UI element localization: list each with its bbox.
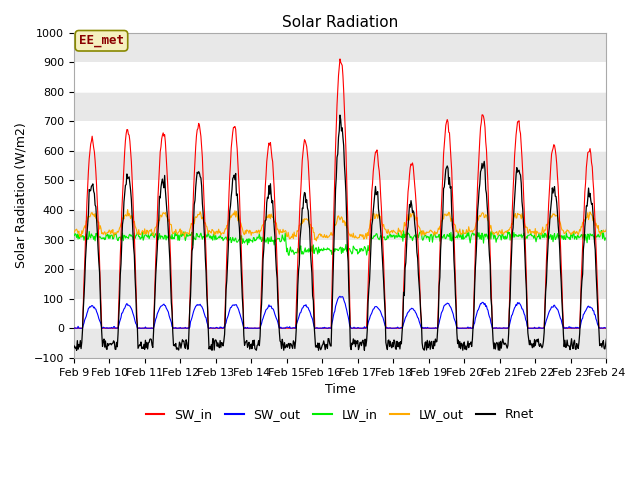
LW_out [555,219,563,225]
SW_out [332,303,339,309]
Line: SW_out: SW_out [74,296,606,328]
LW_out [70,230,77,236]
Bar [74,92,606,121]
Rnet [336,112,344,118]
Bar [74,33,606,62]
SW_out [210,325,218,331]
SW_out [554,308,562,314]
LW_out [188,220,195,226]
SW_in [436,227,444,233]
Rnet [332,187,339,192]
Title: Solar Radiation: Solar Radiation [282,15,398,30]
LW_out [438,218,445,224]
LW_out [333,218,341,224]
LW_in [332,247,340,252]
Bar [74,151,606,180]
LW_in [285,252,292,258]
SW_in [602,325,610,331]
SW_in [70,325,77,331]
Bar [74,269,606,299]
LW_in [210,231,218,237]
LW_in [70,232,77,238]
Rnet [210,336,218,342]
Line: LW_out: LW_out [74,210,606,241]
LW_out [312,238,320,244]
Y-axis label: Solar Radiation (W/m2): Solar Radiation (W/m2) [15,122,28,268]
Line: SW_in: SW_in [74,59,606,328]
Rnet [384,337,392,343]
SW_in [384,325,392,331]
X-axis label: Time: Time [324,383,355,396]
Rnet [187,293,195,299]
LW_in [384,235,392,241]
SW_out [70,325,77,331]
SW_in [210,325,218,331]
LW_out [211,232,218,238]
SW_in [187,276,195,282]
SW_out [336,293,344,299]
LW_in [436,234,444,240]
LW_out [124,207,131,213]
LW_in [555,232,563,238]
Rnet [555,232,563,238]
LW_out [385,229,393,235]
SW_in [336,56,344,62]
Bar [74,210,606,240]
Line: LW_in: LW_in [74,230,606,255]
Rnet [496,348,504,353]
Bar [74,328,606,358]
SW_out [384,325,392,331]
SW_out [436,314,444,320]
LW_out [602,227,610,232]
Text: EE_met: EE_met [79,34,124,47]
Rnet [602,336,610,342]
Legend: SW_in, SW_out, LW_in, LW_out, Rnet: SW_in, SW_out, LW_in, LW_out, Rnet [141,403,540,426]
SW_out [602,325,610,331]
LW_in [187,233,195,239]
SW_in [554,184,562,190]
Rnet [436,247,444,253]
SW_out [187,319,195,324]
LW_in [459,228,467,233]
SW_in [332,145,339,151]
Line: Rnet: Rnet [74,115,606,350]
LW_in [602,235,610,241]
Rnet [70,342,77,348]
